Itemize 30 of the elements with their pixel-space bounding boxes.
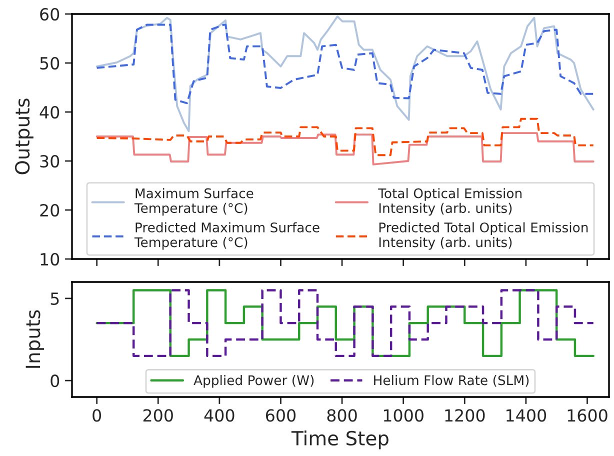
x-tick-label: 1600	[568, 409, 608, 422]
x-tick-label: 1400	[506, 409, 546, 422]
y-tick-label: 10	[40, 252, 60, 266]
x-tick-label: 1000	[384, 409, 424, 422]
y-axis-title: Outputs	[14, 98, 34, 174]
legend-label: Predicted Total Optical Emission Intensity (arb. units)	[379, 222, 588, 250]
y-axis-title: Inputs	[26, 310, 44, 368]
y-tick-label: 5	[50, 292, 59, 305]
legend-label: Applied Power (W)	[194, 374, 314, 388]
line-series	[96, 15, 594, 132]
y-tick-label: 60	[40, 8, 60, 21]
line-series	[96, 24, 594, 104]
legend-label: Helium Flow Rate (SLM)	[374, 374, 529, 387]
x-tick-label: 400	[204, 409, 234, 422]
x-tick-label: 200	[143, 409, 173, 422]
line-series	[96, 118, 594, 156]
y-tick-label: 50	[40, 56, 60, 70]
legend-label: Predicted Maximum Surface Temperature (°C)	[134, 222, 320, 250]
y-tick-label: 0	[50, 374, 60, 388]
legend-label: Maximum Surface Temperature (°C)	[134, 188, 254, 216]
x-tick-label: 0	[92, 409, 102, 422]
x-tick-label: 600	[266, 409, 296, 422]
x-tick-label: 1200	[445, 409, 485, 422]
y-tick-label: 40	[40, 106, 60, 119]
x-tick-label: 800	[327, 409, 357, 422]
legend-label: Total Optical Emission Intensity (arb. units)	[378, 188, 522, 216]
y-tick-label: 20	[40, 204, 60, 217]
y-tick-label: 30	[40, 154, 60, 168]
line-series	[96, 132, 594, 166]
x-axis-title: Time Step	[291, 430, 388, 450]
